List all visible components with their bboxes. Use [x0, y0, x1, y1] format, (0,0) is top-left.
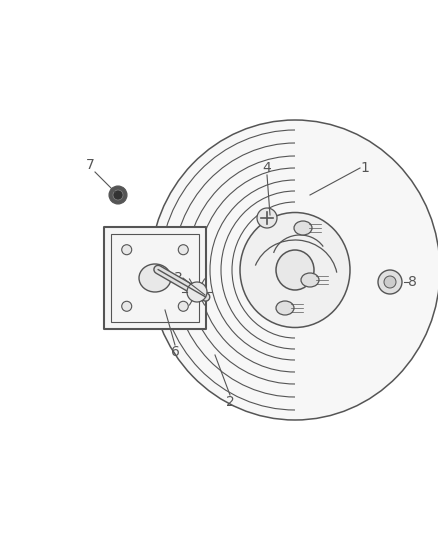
Circle shape: [378, 270, 402, 294]
Circle shape: [113, 190, 123, 200]
Circle shape: [178, 301, 188, 311]
Ellipse shape: [294, 221, 312, 235]
Ellipse shape: [150, 120, 438, 420]
Text: 2: 2: [226, 395, 234, 409]
Polygon shape: [104, 227, 206, 329]
Ellipse shape: [276, 301, 294, 315]
Circle shape: [384, 276, 396, 288]
Circle shape: [178, 245, 188, 255]
Ellipse shape: [139, 264, 171, 292]
Circle shape: [257, 208, 277, 228]
Circle shape: [109, 186, 127, 204]
Text: 3: 3: [174, 271, 183, 285]
Circle shape: [122, 245, 132, 255]
Text: 6: 6: [170, 345, 180, 359]
Text: 4: 4: [263, 161, 272, 175]
Ellipse shape: [240, 213, 350, 327]
Ellipse shape: [301, 273, 319, 287]
Ellipse shape: [276, 250, 314, 290]
Circle shape: [122, 301, 132, 311]
Text: 8: 8: [408, 275, 417, 289]
Text: 7: 7: [86, 158, 95, 172]
Text: 1: 1: [360, 161, 369, 175]
Circle shape: [187, 282, 207, 302]
